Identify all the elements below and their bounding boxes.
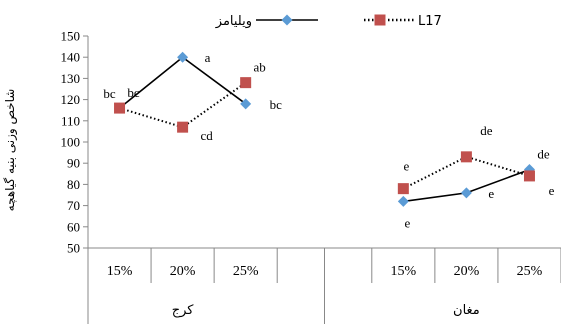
data-point-diamond (240, 98, 252, 110)
series-line (119, 81, 247, 129)
x-group-label: کرج (172, 303, 195, 318)
x-tick-label: 20% (170, 264, 196, 279)
data-label: bc (270, 97, 283, 112)
y-tick-label: 90 (67, 156, 80, 171)
data-label: ab (254, 60, 266, 75)
data-label: bc (127, 85, 140, 100)
data-point-square (114, 102, 126, 114)
y-tick-label: 80 (67, 177, 80, 192)
data-point-diamond (177, 51, 189, 63)
axes-layer: 50 60 70 80 90 100 110 120 130 140 150 15% 20% 25% 15%… (61, 29, 561, 324)
y-tick-label: 50 (67, 241, 80, 256)
data-label: de (537, 147, 550, 162)
x-tick-label: 25% (233, 264, 259, 279)
data-point-diamond (397, 195, 409, 207)
x-tick-label: 15% (390, 264, 416, 279)
y-tick-label: 100 (61, 135, 81, 150)
y-tick-label: 150 (61, 29, 81, 44)
data-label: bc (103, 86, 116, 101)
y-tick-label: 120 (61, 92, 81, 107)
data-point-square (177, 121, 189, 133)
y-axis-label: شاخص وزنی بنیه گیاهچه (3, 89, 18, 212)
data-point-square (397, 183, 409, 195)
y-tick-label: 140 (61, 50, 81, 65)
x-tick-label: 15% (107, 264, 133, 279)
y-tick-label: 60 (67, 219, 80, 234)
legend-marker-diamond (281, 14, 293, 26)
legend-label: ویلیامز (215, 14, 252, 29)
data-point-diamond (460, 187, 472, 199)
series-layer: bc a bc e e de bc cd ab e de e (103, 50, 554, 230)
y-tick-label: 70 (67, 198, 80, 213)
series-line (118, 56, 247, 109)
x-tick-label: 25% (517, 264, 543, 279)
data-label: a (205, 50, 211, 65)
data-point-square (240, 77, 252, 89)
legend: ویلیامز L17 (215, 14, 442, 29)
x-tick-label: 20% (454, 264, 480, 279)
data-label: e (404, 215, 410, 230)
data-point-square (523, 170, 535, 182)
x-group-label: مغان (453, 303, 480, 318)
data-label: de (480, 123, 493, 138)
data-label: e (403, 159, 409, 174)
y-tick-label: 110 (61, 113, 80, 128)
legend-label: L17 (418, 14, 442, 29)
data-label: e (488, 186, 494, 201)
legend-marker-square (374, 14, 386, 26)
data-label: cd (200, 128, 213, 143)
y-tick-label: 130 (61, 71, 81, 86)
data-label: e (549, 183, 555, 198)
data-point-square (460, 151, 472, 163)
